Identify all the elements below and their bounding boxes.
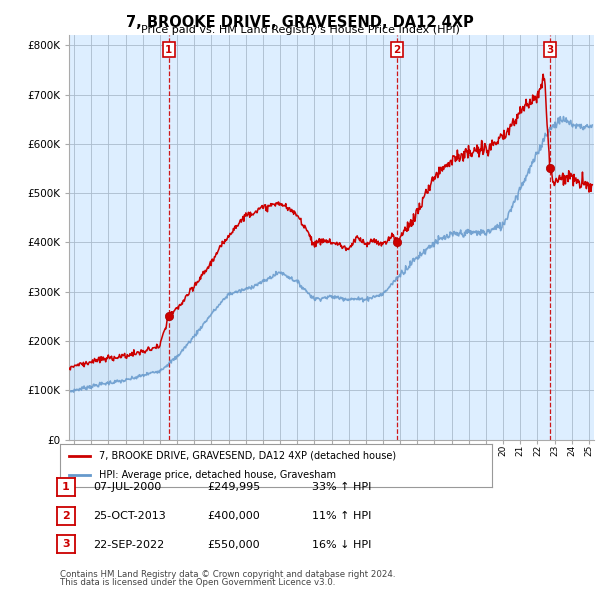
Text: £550,000: £550,000 (207, 540, 260, 549)
Text: 22-SEP-2022: 22-SEP-2022 (93, 540, 164, 549)
Text: 1: 1 (165, 45, 172, 54)
Text: 7, BROOKE DRIVE, GRAVESEND, DA12 4XP: 7, BROOKE DRIVE, GRAVESEND, DA12 4XP (126, 15, 474, 30)
Text: 16% ↓ HPI: 16% ↓ HPI (312, 540, 371, 549)
Text: 33% ↑ HPI: 33% ↑ HPI (312, 483, 371, 492)
Text: This data is licensed under the Open Government Licence v3.0.: This data is licensed under the Open Gov… (60, 578, 335, 587)
Text: Contains HM Land Registry data © Crown copyright and database right 2024.: Contains HM Land Registry data © Crown c… (60, 570, 395, 579)
Text: 25-OCT-2013: 25-OCT-2013 (93, 512, 166, 521)
Text: 3: 3 (546, 45, 554, 54)
Text: £400,000: £400,000 (207, 512, 260, 521)
Text: £249,995: £249,995 (207, 483, 260, 492)
Text: 2: 2 (62, 511, 70, 521)
Text: 07-JUL-2000: 07-JUL-2000 (93, 483, 161, 492)
Text: 7, BROOKE DRIVE, GRAVESEND, DA12 4XP (detached house): 7, BROOKE DRIVE, GRAVESEND, DA12 4XP (de… (99, 451, 396, 461)
Text: 3: 3 (62, 539, 70, 549)
Text: 1: 1 (62, 482, 70, 492)
Text: HPI: Average price, detached house, Gravesham: HPI: Average price, detached house, Grav… (99, 470, 336, 480)
Text: 2: 2 (394, 45, 401, 54)
Text: 11% ↑ HPI: 11% ↑ HPI (312, 512, 371, 521)
Text: Price paid vs. HM Land Registry's House Price Index (HPI): Price paid vs. HM Land Registry's House … (140, 25, 460, 35)
